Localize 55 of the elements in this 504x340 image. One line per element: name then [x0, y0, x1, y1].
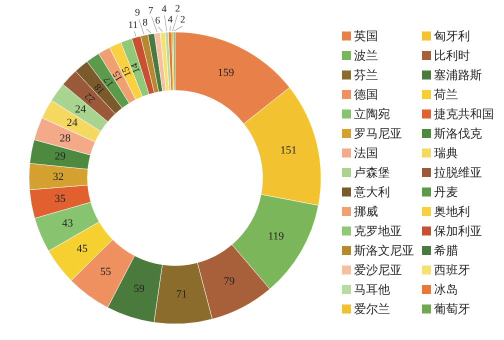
- data-label: 159: [218, 66, 235, 79]
- legend-label: 英国: [354, 29, 378, 43]
- legend-label: 克罗地亚: [354, 224, 402, 238]
- data-label: 43: [62, 218, 74, 230]
- legend-label: 爱尔兰: [354, 302, 390, 316]
- data-label: 2: [180, 14, 186, 26]
- legend-label: 丹麦: [434, 185, 458, 199]
- data-label: 11: [128, 20, 138, 32]
- data-label: 55: [100, 266, 112, 278]
- legend-label: 罗马尼亚: [354, 126, 402, 140]
- legend-label: 法国: [354, 146, 378, 160]
- legend-label: 斯洛伐克: [434, 126, 482, 140]
- legend-label: 挪威: [354, 204, 378, 218]
- data-label: 22: [82, 90, 98, 106]
- legend-label: 西班牙: [434, 263, 470, 277]
- legend-label: 葡萄牙: [434, 302, 470, 316]
- data-label: 7: [148, 5, 154, 16]
- data-label: 24: [66, 116, 78, 129]
- data-label: 4: [162, 4, 167, 15]
- data-label: 24: [75, 103, 87, 116]
- data-label: 8: [142, 17, 148, 28]
- legend-label: 拉脱维亚: [434, 166, 482, 180]
- data-label: 28: [60, 132, 72, 145]
- data-label: 71: [176, 288, 188, 301]
- legend-label: 爱沙尼亚: [354, 263, 402, 277]
- legend-label: 荷兰: [434, 88, 458, 102]
- legend-label: 保加利亚: [434, 224, 482, 238]
- legend-label: 德国: [354, 88, 378, 102]
- legend-label: 卢森堡: [354, 166, 390, 180]
- legend-label: 比利时: [434, 48, 470, 62]
- data-label: 6: [155, 15, 160, 26]
- data-label: 151: [280, 144, 297, 156]
- legend-label: 冰岛: [434, 282, 458, 296]
- data-label: 35: [54, 192, 66, 205]
- data-label: 32: [52, 170, 64, 183]
- legend-label: 塞浦路斯: [434, 68, 482, 82]
- legend-label: 希腊: [434, 244, 458, 258]
- data-label: 9: [134, 8, 140, 19]
- data-label: 79: [224, 275, 236, 288]
- data-label: 29: [54, 150, 66, 163]
- data-label: 59: [134, 283, 146, 296]
- data-label: 4: [168, 14, 173, 26]
- legend-label: 匈牙利: [434, 29, 470, 43]
- data-label: 119: [268, 230, 285, 243]
- legend-label: 斯洛文尼亚: [354, 244, 414, 258]
- legend-label: 马耳他: [354, 282, 390, 296]
- legend-label: 波兰: [354, 48, 378, 62]
- legend-label: 芬兰: [354, 68, 378, 82]
- legend-label: 立陶宛: [354, 107, 390, 121]
- legend-label: 瑞典: [434, 146, 458, 160]
- legend-label: 捷克共和国: [434, 107, 494, 121]
- data-label: 2: [175, 4, 180, 15]
- legend-label: 奥地利: [434, 204, 470, 218]
- data-label: 45: [76, 242, 88, 255]
- legend-label: 意大利: [353, 185, 390, 199]
